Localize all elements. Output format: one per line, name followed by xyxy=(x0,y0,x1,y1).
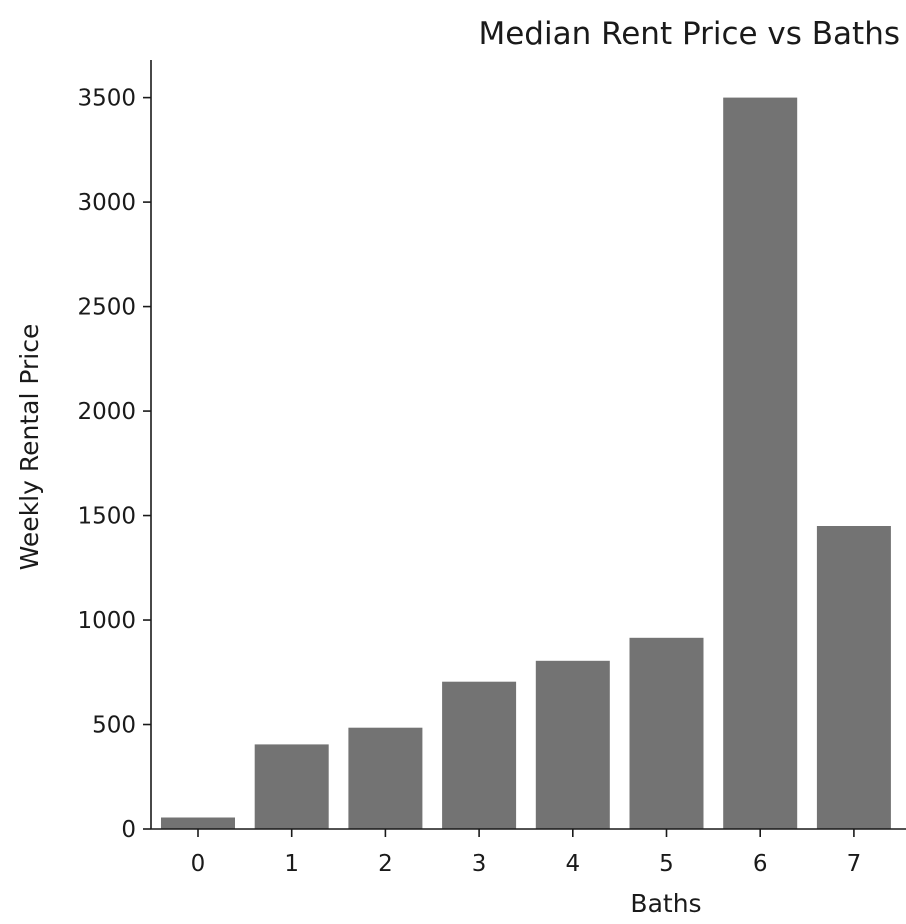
y-tick-label: 1500 xyxy=(77,504,136,530)
x-tick-label: 6 xyxy=(753,851,768,877)
x-tick-label: 0 xyxy=(191,851,206,877)
bar-4 xyxy=(535,660,610,829)
x-tick-label: 2 xyxy=(378,851,393,877)
bar-1 xyxy=(254,744,329,829)
bars-group xyxy=(161,97,891,830)
y-tick-label: 0 xyxy=(121,817,136,843)
x-axis-label: Baths xyxy=(630,889,701,918)
y-tick-label: 3000 xyxy=(77,190,136,216)
y-tick-label: 2500 xyxy=(77,295,136,321)
x-tick-label: 5 xyxy=(659,851,674,877)
y-axis-label: Weekly Rental Price xyxy=(15,324,44,571)
x-tick-label: 3 xyxy=(472,851,487,877)
y-tick-label: 2000 xyxy=(77,399,136,425)
y-tick-label: 3500 xyxy=(77,86,136,112)
bar-2 xyxy=(348,727,423,829)
y-tick-label: 1000 xyxy=(77,608,136,634)
x-tick-label: 4 xyxy=(565,851,580,877)
bar-6 xyxy=(723,97,798,830)
bar-7 xyxy=(816,526,891,829)
bar-3 xyxy=(442,681,517,829)
x-axis-ticks: 0 1 2 3 4 5 6 7 xyxy=(191,829,862,877)
x-tick-label: 1 xyxy=(284,851,299,877)
bar-5 xyxy=(629,637,704,829)
x-tick-label: 7 xyxy=(847,851,862,877)
chart-title: Median Rent Price vs Baths xyxy=(478,16,900,52)
y-axis-ticks: 0 500 1000 1500 2000 2500 3000 3500 xyxy=(77,86,151,843)
bar-0 xyxy=(161,817,235,829)
y-tick-label: 500 xyxy=(92,713,136,739)
